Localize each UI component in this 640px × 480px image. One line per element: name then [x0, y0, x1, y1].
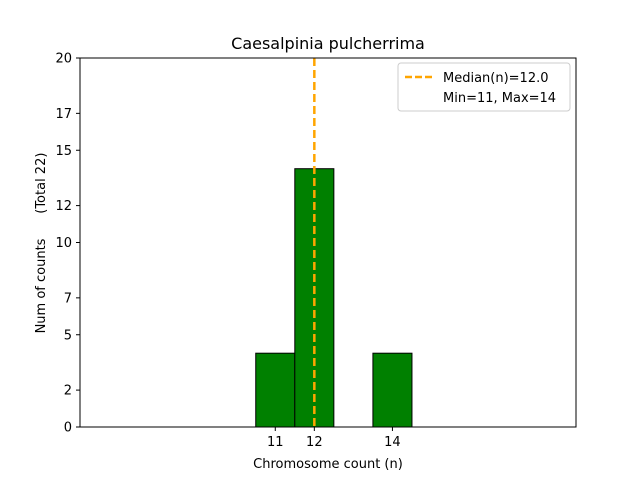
chart-title: Caesalpinia pulcherrima — [231, 34, 425, 53]
legend-median-label: Median(n)=12.0 — [443, 71, 549, 86]
x-tick-label-14: 14 — [384, 435, 401, 450]
y-tick-label-10: 10 — [55, 236, 72, 251]
x-tick-label-11: 11 — [267, 435, 284, 450]
legend: Median(n)=12.0 Min=11, Max=14 — [397, 62, 571, 112]
legend-box — [397, 62, 571, 112]
x-axis-ticks: 11 12 14 — [267, 427, 401, 450]
y-tick-label-0: 0 — [64, 421, 72, 436]
y-tick-label-7: 7 — [64, 291, 72, 306]
y-tick-label-17: 17 — [55, 107, 72, 122]
y-axis-ticks: 0 2 5 7 10 12 15 17 20 — [55, 52, 80, 436]
y-tick-label-15: 15 — [55, 144, 72, 159]
x-axis-label: Chromosome count (n) — [253, 457, 403, 472]
y-tick-label-5: 5 — [64, 328, 72, 343]
bar-11 — [255, 352, 296, 428]
bar-14 — [372, 352, 413, 428]
y-tick-label-2: 2 — [64, 384, 72, 399]
y-axis-label: Num of counts (Total 22) — [34, 153, 49, 334]
y-tick-label-12: 12 — [55, 199, 72, 214]
legend-range-label: Min=11, Max=14 — [443, 91, 556, 106]
x-tick-label-12: 12 — [306, 435, 323, 450]
y-tick-label-20: 20 — [55, 52, 72, 67]
